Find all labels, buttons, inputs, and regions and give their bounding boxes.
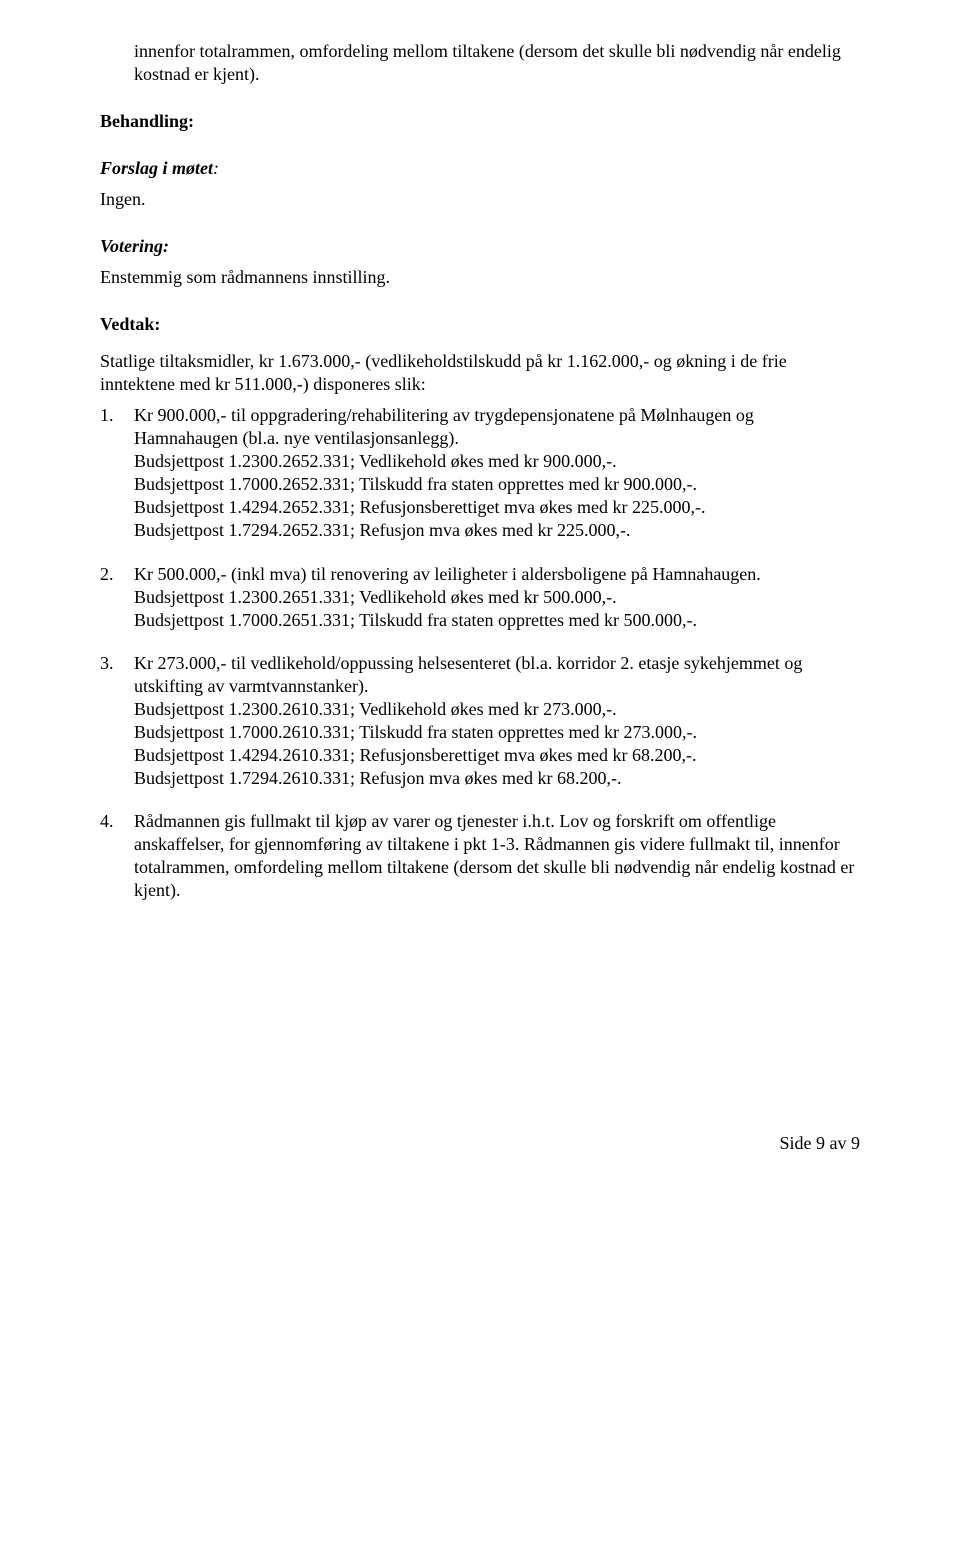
- forslag-line: Forslag i møtet:: [100, 157, 860, 180]
- list-line: Budsjettpost 1.2300.2652.331; Vedlikehol…: [134, 450, 860, 473]
- votering-text: Enstemmig som rådmannens innstilling.: [100, 266, 860, 289]
- prev-item-continuation: innenfor totalrammen, omfordeling mellom…: [100, 40, 860, 86]
- list-line: Budsjettpost 1.7000.2610.331; Tilskudd f…: [134, 721, 860, 744]
- vedtak-list: 1. Kr 900.000,- til oppgradering/rehabil…: [100, 404, 860, 902]
- list-number: 2.: [100, 563, 134, 632]
- list-item: 2. Kr 500.000,- (inkl mva) til renoverin…: [100, 563, 860, 632]
- list-number: 1.: [100, 404, 134, 542]
- list-body: Kr 273.000,- til vedlikehold/oppussing h…: [134, 652, 860, 790]
- list-line: Budsjettpost 1.7294.2610.331; Refusjon m…: [134, 767, 860, 790]
- list-line: Kr 500.000,- (inkl mva) til renovering a…: [134, 563, 860, 586]
- list-line: Kr 273.000,- til vedlikehold/oppussing h…: [134, 652, 860, 698]
- list-item: 4. Rådmannen gis fullmakt til kjøp av va…: [100, 810, 860, 902]
- list-body: Kr 500.000,- (inkl mva) til renovering a…: [134, 563, 860, 632]
- list-number: 3.: [100, 652, 134, 790]
- vedtak-intro: Statlige tiltaksmidler, kr 1.673.000,- (…: [100, 350, 860, 396]
- list-body: Kr 900.000,- til oppgradering/rehabilite…: [134, 404, 860, 542]
- list-line: Budsjettpost 1.4294.2652.331; Refusjonsb…: [134, 496, 860, 519]
- list-line: Budsjettpost 1.7000.2651.331; Tilskudd f…: [134, 609, 860, 632]
- forslag-text: Ingen.: [100, 188, 860, 211]
- forslag-colon: :: [213, 158, 219, 178]
- votering-heading: Votering:: [100, 235, 860, 258]
- vedtak-heading: Vedtak:: [100, 313, 860, 336]
- forslag-label: Forslag i møtet: [100, 158, 213, 178]
- list-line: Budsjettpost 1.2300.2610.331; Vedlikehol…: [134, 698, 860, 721]
- list-line: Rådmannen gis fullmakt til kjøp av varer…: [134, 810, 860, 902]
- page-footer: Side 9 av 9: [100, 1132, 860, 1155]
- list-item: 1. Kr 900.000,- til oppgradering/rehabil…: [100, 404, 860, 542]
- behandling-heading: Behandling:: [100, 110, 860, 133]
- list-item: 3. Kr 273.000,- til vedlikehold/oppussin…: [100, 652, 860, 790]
- list-number: 4.: [100, 810, 134, 902]
- list-line: Kr 900.000,- til oppgradering/rehabilite…: [134, 404, 860, 450]
- list-body: Rådmannen gis fullmakt til kjøp av varer…: [134, 810, 860, 902]
- list-line: Budsjettpost 1.7000.2652.331; Tilskudd f…: [134, 473, 860, 496]
- list-line: Budsjettpost 1.4294.2610.331; Refusjonsb…: [134, 744, 860, 767]
- list-line: Budsjettpost 1.2300.2651.331; Vedlikehol…: [134, 586, 860, 609]
- list-line: Budsjettpost 1.7294.2652.331; Refusjon m…: [134, 519, 860, 542]
